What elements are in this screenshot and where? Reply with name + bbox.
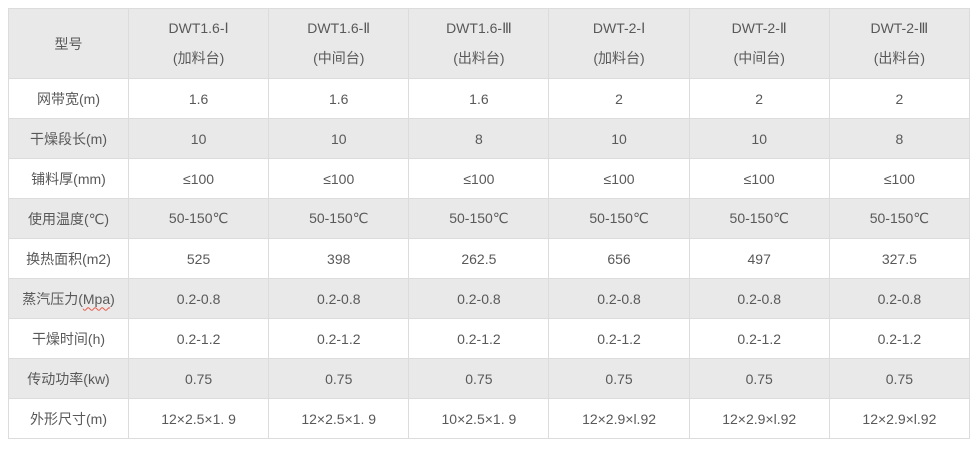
cell-value: 50-150℃ bbox=[408, 198, 550, 239]
cell-value: 10 bbox=[548, 118, 690, 159]
cell-value: 0.75 bbox=[127, 358, 270, 399]
column-header: DWT1.6-Ⅱ (中间台) bbox=[268, 8, 410, 79]
cell-value: ≤100 bbox=[688, 158, 830, 199]
cell-value: 1.6 bbox=[127, 78, 270, 119]
spec-table-body: 网带宽(m) 1.6 1.6 1.6 2 2 2 干燥段长(m) 10 10 8 10 10 8 铺料厚(m… bbox=[8, 78, 971, 439]
row-label: 传动功率(kw) bbox=[8, 358, 129, 399]
cell-value: 398 bbox=[268, 238, 410, 279]
model-name: DWT1.6-Ⅱ bbox=[307, 19, 371, 36]
row-label: 外形尺寸(m) bbox=[8, 398, 129, 439]
cell-value: 10 bbox=[688, 118, 830, 159]
table-row: 干燥时间(h) 0.2-1.2 0.2-1.2 0.2-1.2 0.2-1.2 0.2-1… bbox=[8, 318, 971, 359]
cell-value: 8 bbox=[828, 118, 971, 159]
table-row: 外形尺寸(m) 12×2.5×1. 9 12×2.5×1. 9 10×2.5×1. 9… bbox=[8, 398, 971, 439]
corner-cell-model-label: 型号 bbox=[8, 8, 129, 79]
model-name: DWT1.6-Ⅰ bbox=[168, 19, 229, 36]
cell-value: 327.5 bbox=[828, 238, 971, 279]
row-label: 干燥时间(h) bbox=[8, 318, 129, 359]
cell-value: 10 bbox=[127, 118, 270, 159]
table-row: 铺料厚(mm) ≤100 ≤100 ≤100 ≤100 ≤100 ≤100 bbox=[8, 158, 971, 199]
table-row: 蒸汽压力(Mpa) 0.2-0.8 0.2-0.8 0.2-0.8 0.2-0.8 0.2… bbox=[8, 278, 971, 319]
cell-value: 12×2.5×1. 9 bbox=[268, 398, 410, 439]
cell-value: 10 bbox=[268, 118, 410, 159]
column-header: DWT-2-Ⅰ (加料台) bbox=[548, 8, 690, 79]
cell-value: 50-150℃ bbox=[828, 198, 971, 239]
cell-value: 0.75 bbox=[408, 358, 550, 399]
cell-value: 0.75 bbox=[548, 358, 690, 399]
row-label: 网带宽(m) bbox=[8, 78, 129, 119]
column-header: DWT-2-Ⅲ (出料台) bbox=[828, 8, 971, 79]
spec-table-header: 型号 DWT1.6-Ⅰ (加料台) DWT1.6-Ⅱ (中间台) DWT1.6-… bbox=[8, 8, 971, 79]
cell-value: ≤100 bbox=[268, 158, 410, 199]
row-label: 蒸汽压力(Mpa) bbox=[8, 278, 129, 319]
station-name: (中间台) bbox=[313, 49, 365, 66]
station-name: (加料台) bbox=[593, 49, 645, 66]
row-label: 换热面积(m2) bbox=[8, 238, 129, 279]
model-name: DWT-2-Ⅰ bbox=[592, 19, 646, 36]
station-name: (出料台) bbox=[453, 49, 505, 66]
cell-value: 50-150℃ bbox=[268, 198, 410, 239]
model-name: DWT-2-Ⅲ bbox=[870, 19, 929, 36]
cell-value: 0.2-0.8 bbox=[127, 278, 270, 319]
cell-value: 0.75 bbox=[268, 358, 410, 399]
cell-value: 0.2-1.2 bbox=[828, 318, 971, 359]
station-name: (加料台) bbox=[172, 49, 225, 66]
column-header: DWT1.6-Ⅲ (出料台) bbox=[408, 8, 550, 79]
cell-value: 0.75 bbox=[828, 358, 971, 399]
cell-value: 8 bbox=[408, 118, 550, 159]
table-row: 使用温度(℃) 50-150℃ 50-150℃ 50-150℃ 50-150℃ 50-15… bbox=[8, 198, 971, 239]
row-label: 铺料厚(mm) bbox=[8, 158, 129, 199]
spellcheck-underline: Mpa bbox=[82, 290, 111, 307]
cell-value: 12×2.9×l.92 bbox=[688, 398, 830, 439]
cell-value: ≤100 bbox=[548, 158, 690, 199]
table-row: 干燥段长(m) 10 10 8 10 10 8 bbox=[8, 118, 971, 159]
cell-value: 10×2.5×1. 9 bbox=[408, 398, 550, 439]
column-header: DWT-2-Ⅱ (中间台) bbox=[688, 8, 830, 79]
column-header: DWT1.6-Ⅰ (加料台) bbox=[127, 8, 270, 79]
cell-value: 0.2-1.2 bbox=[408, 318, 550, 359]
cell-value: 262.5 bbox=[408, 238, 550, 279]
cell-value: 0.2-0.8 bbox=[828, 278, 971, 319]
cell-value: 0.2-0.8 bbox=[268, 278, 410, 319]
cell-value: 0.2-1.2 bbox=[548, 318, 690, 359]
cell-value: 0.75 bbox=[688, 358, 830, 399]
spec-table: 型号 DWT1.6-Ⅰ (加料台) DWT1.6-Ⅱ (中间台) DWT1.6-… bbox=[8, 8, 971, 439]
cell-value: 12×2.9×l.92 bbox=[828, 398, 971, 439]
cell-value: ≤100 bbox=[127, 158, 270, 199]
cell-value: 50-150℃ bbox=[548, 198, 690, 239]
cell-value: 0.2-0.8 bbox=[408, 278, 550, 319]
cell-value: 0.2-1.2 bbox=[268, 318, 410, 359]
cell-value: 50-150℃ bbox=[688, 198, 830, 239]
table-row: 网带宽(m) 1.6 1.6 1.6 2 2 2 bbox=[8, 78, 971, 119]
cell-value: 2 bbox=[548, 78, 690, 119]
cell-value: 50-150℃ bbox=[127, 198, 270, 239]
cell-value: 0.2-0.8 bbox=[688, 278, 830, 319]
model-name: DWT1.6-Ⅲ bbox=[446, 19, 512, 36]
cell-value: 2 bbox=[688, 78, 830, 119]
cell-value: 0.2-1.2 bbox=[688, 318, 830, 359]
cell-value: 12×2.5×1. 9 bbox=[127, 398, 270, 439]
row-label: 干燥段长(m) bbox=[8, 118, 129, 159]
cell-value: 12×2.9×l.92 bbox=[548, 398, 690, 439]
cell-value: 1.6 bbox=[268, 78, 410, 119]
cell-value: 497 bbox=[688, 238, 830, 279]
cell-value: ≤100 bbox=[408, 158, 550, 199]
table-row: 换热面积(m2) 525 398 262.5 656 497 327.5 bbox=[8, 238, 971, 279]
table-row: 传动功率(kw) 0.75 0.75 0.75 0.75 0.75 0.75 bbox=[8, 358, 971, 399]
station-name: (出料台) bbox=[873, 49, 926, 66]
header-row: 型号 DWT1.6-Ⅰ (加料台) DWT1.6-Ⅱ (中间台) DWT1.6-… bbox=[8, 8, 971, 79]
cell-value: 0.2-0.8 bbox=[548, 278, 690, 319]
cell-value: 1.6 bbox=[408, 78, 550, 119]
cell-value: 0.2-1.2 bbox=[127, 318, 270, 359]
row-label: 使用温度(℃) bbox=[8, 198, 129, 239]
cell-value: 656 bbox=[548, 238, 690, 279]
model-name: DWT-2-Ⅱ bbox=[731, 19, 787, 36]
station-name: (中间台) bbox=[733, 49, 785, 66]
cell-value: 525 bbox=[127, 238, 270, 279]
cell-value: 2 bbox=[828, 78, 971, 119]
cell-value: ≤100 bbox=[828, 158, 971, 199]
